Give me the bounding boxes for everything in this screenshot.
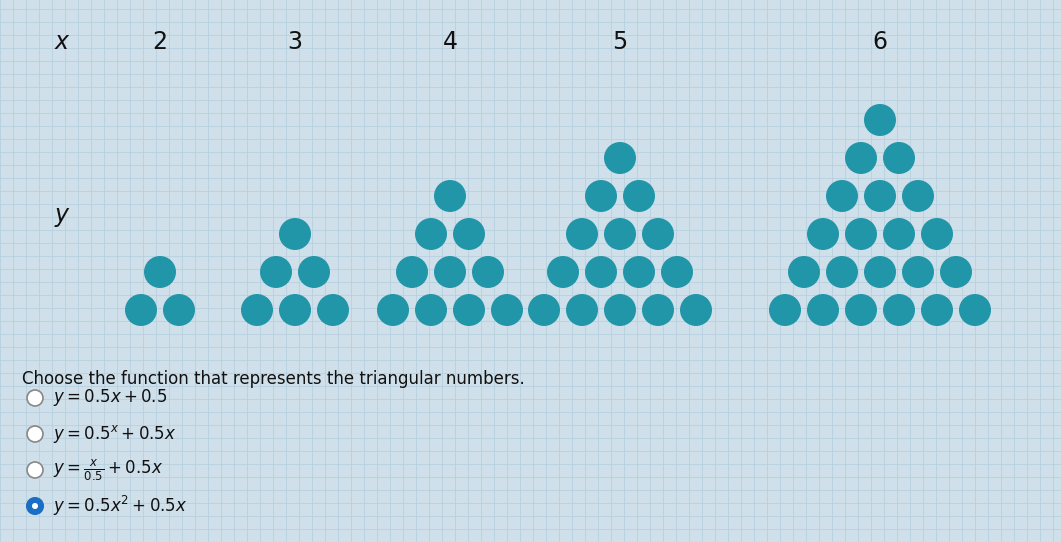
Text: $y = 0.5x^{2} + 0.5x$: $y = 0.5x^{2} + 0.5x$ xyxy=(53,494,188,518)
Circle shape xyxy=(902,180,934,212)
Circle shape xyxy=(940,256,972,288)
Circle shape xyxy=(453,294,485,326)
Circle shape xyxy=(623,256,655,288)
Text: $y = 0.5x + 0.5$: $y = 0.5x + 0.5$ xyxy=(53,388,168,409)
Circle shape xyxy=(279,218,311,250)
Text: 5: 5 xyxy=(612,30,628,54)
Circle shape xyxy=(604,142,636,174)
Text: $y = 0.5^{x} + 0.5x$: $y = 0.5^{x} + 0.5x$ xyxy=(53,423,176,445)
Circle shape xyxy=(845,218,877,250)
Circle shape xyxy=(921,218,953,250)
Circle shape xyxy=(491,294,523,326)
Circle shape xyxy=(125,294,157,326)
Circle shape xyxy=(680,294,712,326)
Circle shape xyxy=(415,294,447,326)
Text: 6: 6 xyxy=(872,30,887,54)
Circle shape xyxy=(661,256,693,288)
Circle shape xyxy=(788,256,820,288)
Circle shape xyxy=(623,180,655,212)
Circle shape xyxy=(566,218,598,250)
Circle shape xyxy=(585,180,618,212)
Circle shape xyxy=(807,218,839,250)
Circle shape xyxy=(472,256,504,288)
Circle shape xyxy=(864,256,895,288)
Circle shape xyxy=(864,104,895,136)
Circle shape xyxy=(317,294,349,326)
Text: y: y xyxy=(55,203,69,227)
Circle shape xyxy=(827,180,858,212)
Circle shape xyxy=(902,256,934,288)
Circle shape xyxy=(883,294,915,326)
Circle shape xyxy=(807,294,839,326)
Circle shape xyxy=(144,256,176,288)
Circle shape xyxy=(434,180,466,212)
Text: x: x xyxy=(55,30,69,54)
Circle shape xyxy=(377,294,408,326)
Circle shape xyxy=(27,426,44,442)
Circle shape xyxy=(604,294,636,326)
Circle shape xyxy=(163,294,195,326)
Text: Choose the function that represents the triangular numbers.: Choose the function that represents the … xyxy=(22,370,525,388)
Text: 2: 2 xyxy=(153,30,168,54)
Circle shape xyxy=(959,294,991,326)
Circle shape xyxy=(241,294,273,326)
Circle shape xyxy=(921,294,953,326)
Circle shape xyxy=(845,142,877,174)
Text: 4: 4 xyxy=(442,30,457,54)
Circle shape xyxy=(396,256,428,288)
Circle shape xyxy=(27,462,44,478)
Circle shape xyxy=(769,294,801,326)
Circle shape xyxy=(279,294,311,326)
Circle shape xyxy=(415,218,447,250)
Circle shape xyxy=(585,256,618,288)
Circle shape xyxy=(260,256,292,288)
Circle shape xyxy=(27,390,44,406)
Circle shape xyxy=(883,142,915,174)
Circle shape xyxy=(642,294,674,326)
Circle shape xyxy=(566,294,598,326)
Circle shape xyxy=(434,256,466,288)
Circle shape xyxy=(883,218,915,250)
Circle shape xyxy=(547,256,579,288)
Circle shape xyxy=(864,180,895,212)
Circle shape xyxy=(528,294,560,326)
Circle shape xyxy=(642,218,674,250)
Circle shape xyxy=(32,503,38,509)
Circle shape xyxy=(604,218,636,250)
Text: 3: 3 xyxy=(288,30,302,54)
Circle shape xyxy=(298,256,330,288)
Circle shape xyxy=(845,294,877,326)
Text: $y = \frac{x}{0.5} + 0.5x$: $y = \frac{x}{0.5} + 0.5x$ xyxy=(53,457,163,483)
Circle shape xyxy=(827,256,858,288)
Circle shape xyxy=(453,218,485,250)
Circle shape xyxy=(27,498,44,514)
